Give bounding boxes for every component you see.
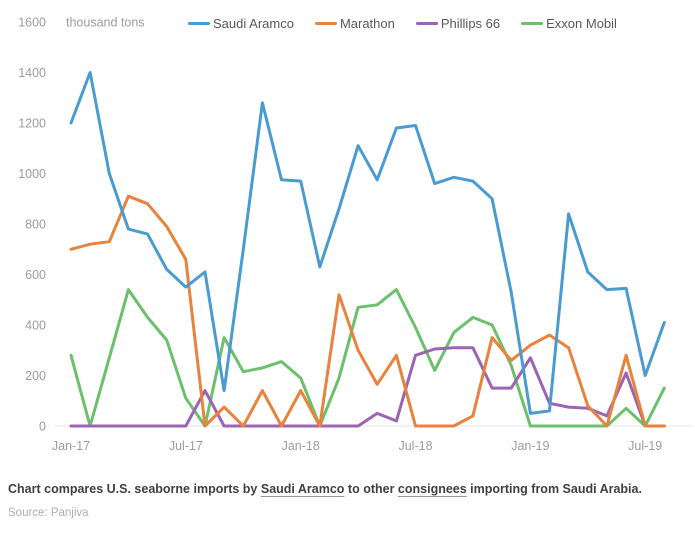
caption-text: importing from Saudi Arabia.: [466, 482, 642, 496]
marathon-line-swatch-icon: [314, 22, 337, 25]
saudi-aramco-line-swatch-icon: [188, 22, 210, 25]
y-tick-label: 1000: [18, 167, 46, 181]
series-line-phillips-66: [69, 346, 666, 428]
x-tick-label: Jul-17: [169, 439, 203, 453]
caption-text: to other: [344, 482, 398, 496]
phillips-66-line-swatch-icon: [415, 22, 438, 25]
series-line-exxon-mobil: [69, 288, 666, 428]
y-tick-label: 1200: [18, 117, 46, 131]
legend-item-saudi-aramco[interactable]: Saudi Aramco: [188, 16, 294, 31]
y-tick-label: 400: [25, 319, 46, 333]
y-tick-label: 0: [39, 420, 46, 434]
exxon-mobil-line-swatch-icon: [521, 22, 544, 25]
x-tick-label: Jan-17: [52, 439, 90, 453]
legend-item-exxon-mobil[interactable]: Exxon Mobil: [521, 16, 617, 31]
x-tick-label: Jul-18: [398, 439, 432, 453]
legend-label: Marathon: [339, 16, 395, 31]
legend-item-phillips-66[interactable]: Phillips 66: [415, 16, 501, 31]
series-line-saudi-aramco: [69, 71, 666, 415]
x-tick-label: Jan-18: [282, 439, 320, 453]
legend-label: Exxon Mobil: [546, 16, 617, 31]
y-tick-label: 1600: [18, 16, 46, 30]
source-attribution: Source: Panjiva: [8, 507, 89, 519]
y-tick-label: 800: [25, 218, 46, 232]
chart-legend: Saudi Aramco Marathon Phillips 66 Exxon …: [188, 16, 617, 31]
line-chart: 0 200 400 600 800 1000 1200 1400 1600 thousand to…: [18, 16, 693, 453]
y-tick-label: 600: [25, 268, 46, 282]
legend-label: Saudi Aramco: [213, 16, 294, 31]
legend-item-marathon[interactable]: Marathon: [314, 16, 395, 31]
series-line-marathon: [69, 194, 666, 428]
y-tick-label: 1400: [18, 66, 46, 80]
x-tick-label: Jan-19: [511, 439, 549, 453]
chart-caption: Chart compares U.S. seaborne imports by …: [8, 482, 688, 498]
caption-link-saudi-aramco[interactable]: Saudi Aramco: [260, 482, 345, 496]
x-tick-label: Jul-19: [628, 439, 662, 453]
caption-link-consignees[interactable]: consignees: [397, 482, 467, 496]
caption-text: Chart compares U.S. seaborne imports by: [8, 482, 261, 496]
legend-label: Phillips 66: [440, 16, 501, 31]
y-axis-units-label: thousand tons: [66, 16, 145, 30]
y-tick-label: 200: [25, 369, 46, 383]
